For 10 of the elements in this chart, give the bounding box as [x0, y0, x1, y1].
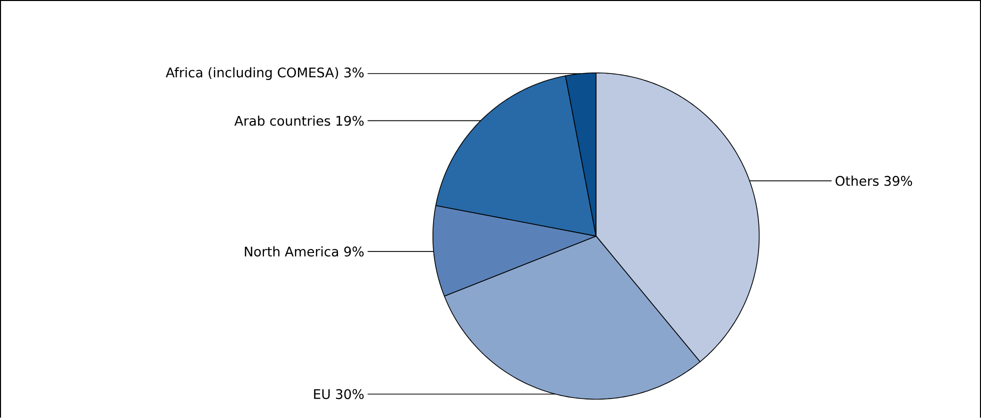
slice-label: EU — [314, 389, 330, 400]
slice-label: Arab countries — [234, 116, 330, 126]
slice-label: Others — [836, 176, 879, 186]
data-label: 19% — [336, 116, 364, 126]
slice-label: North America — [244, 246, 338, 256]
data-label: 3% — [344, 67, 364, 78]
data-label: 39% — [884, 176, 912, 186]
slice-label: Africa (including COMESA) — [166, 67, 338, 80]
data-label: 9% — [344, 246, 364, 256]
data-label: 30% — [336, 389, 364, 400]
